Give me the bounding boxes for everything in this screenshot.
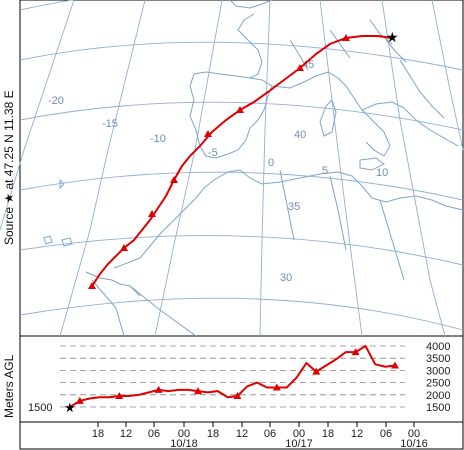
map-frame — [19, 0, 464, 337]
longitude-labels: -20 -15 -10 -5 0 5 10 — [48, 95, 388, 179]
longitude-label: -20 — [48, 95, 64, 107]
time-tick-label: 00 — [408, 428, 420, 440]
trajectory-marker — [148, 210, 156, 217]
height-series-marker — [115, 392, 124, 400]
latitude-label: 30 — [280, 272, 292, 284]
trajectory-marker — [120, 244, 128, 251]
latitude-label: 40 — [294, 129, 306, 141]
trajectory-marker — [296, 64, 304, 71]
height-series-marker — [194, 387, 203, 395]
latitude-gridlines — [19, 0, 464, 331]
latitude-labels: 45 40 35 30 — [280, 59, 314, 284]
time-tick-label: 18 — [322, 428, 334, 440]
map-area: -20 -15 -10 -5 0 5 10 45 40 35 30 ★ — [0, 0, 464, 337]
height-tick-label: 2000 — [426, 390, 450, 402]
trajectory-marker — [204, 130, 212, 137]
source-height-label: 1500 — [28, 402, 52, 414]
source-star-icon: ★ — [386, 29, 399, 45]
time-tick-label: 06 — [148, 428, 160, 440]
coastlines — [43, 0, 464, 337]
height-tick-label: 2500 — [426, 378, 450, 390]
latitude-label: 45 — [302, 59, 314, 71]
longitude-label: 5 — [322, 165, 328, 177]
trajectory-marker — [88, 282, 96, 289]
longitude-label: 10 — [376, 167, 388, 179]
height-series-marker — [272, 383, 281, 391]
trajectory-marker — [342, 34, 350, 41]
height-series-marker — [312, 367, 321, 375]
height-series-marker — [233, 392, 242, 400]
longitude-label: -5 — [208, 147, 218, 159]
height-series-marker — [391, 361, 399, 369]
longitude-label: 0 — [268, 157, 274, 169]
source-label: Source ★ at 47.25 N 11.38 E — [2, 90, 16, 245]
time-tick-label: 00 — [293, 428, 305, 440]
height-tick-label: 3500 — [426, 353, 450, 365]
height-source-star-icon: ★ — [64, 400, 76, 415]
trajectory-marker — [170, 176, 178, 183]
trajectory-markers — [88, 34, 350, 289]
height-tick-label: 4000 — [426, 341, 450, 353]
time-tick-label: 06 — [264, 428, 276, 440]
longitude-gridlines — [0, 0, 464, 337]
time-tick-label: 18 — [92, 428, 104, 440]
time-tick-label: 00 — [178, 428, 190, 440]
height-series-marker — [351, 348, 360, 356]
trajectory-marker — [236, 106, 244, 113]
trajectory-path — [91, 35, 393, 287]
date-label: 10/16 — [400, 438, 428, 450]
height-tick-label: 3000 — [426, 365, 450, 377]
time-tick-label: 12 — [120, 428, 132, 440]
height-panel-frame — [19, 335, 464, 423]
height-series-marker — [154, 385, 163, 393]
height-axis-label: Meters AGL — [2, 354, 16, 418]
height-series-marker — [75, 396, 84, 404]
date-label: 10/18 — [170, 438, 198, 450]
time-tick-label: 06 — [380, 428, 392, 440]
latitude-label: 35 — [288, 201, 300, 213]
time-tick-label: 12 — [351, 428, 363, 440]
date-label: 10/17 — [285, 438, 313, 450]
longitude-label: -15 — [102, 118, 118, 130]
height-series-line — [69, 344, 396, 408]
time-tick-label: 12 — [236, 428, 248, 440]
height-tick-label: 1500 — [426, 402, 450, 414]
time-tick-label: 18 — [207, 428, 219, 440]
longitude-label: -10 — [150, 133, 166, 145]
